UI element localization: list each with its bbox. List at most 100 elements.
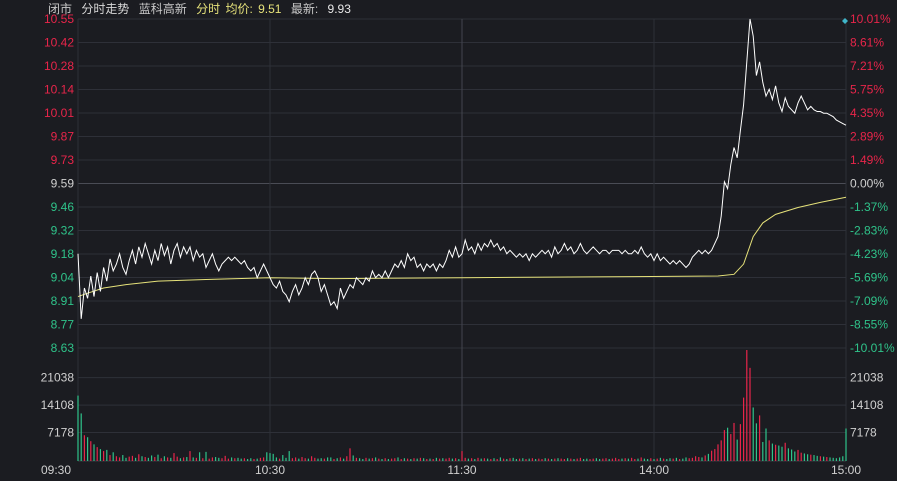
volume-bar xyxy=(720,440,722,461)
volume-bar xyxy=(259,457,261,461)
price-tick-label: 9.59 xyxy=(51,177,75,191)
time-axis: 09:30 10:30 11:30 14:00 15:00 xyxy=(41,463,861,477)
volume-bar xyxy=(659,457,661,461)
volume-bar xyxy=(653,459,655,461)
volume-bar xyxy=(573,459,575,461)
percent-tick-label: -10.01% xyxy=(850,341,895,355)
volume-bar xyxy=(739,424,741,461)
percent-axis: 10.01% 8.61% 7.21% 5.75% 4.35% 2.89% 1.49% 0.00… xyxy=(850,12,895,355)
volume-bar xyxy=(275,457,277,461)
volume-bar xyxy=(115,456,117,461)
volume-bar xyxy=(515,459,517,461)
volume-bar xyxy=(522,458,524,461)
volume-bar xyxy=(647,459,649,461)
volume-bar xyxy=(727,427,729,461)
volume-bar xyxy=(640,457,642,461)
percent-tick-label: 4.35% xyxy=(850,106,884,120)
volume-bar xyxy=(765,428,767,461)
volume-bar xyxy=(547,458,549,461)
volume-bar xyxy=(208,458,210,461)
volume-bar xyxy=(474,459,476,461)
price-tick-label: 8.77 xyxy=(51,318,75,332)
volume-bar xyxy=(627,458,629,461)
volume-bar xyxy=(778,445,780,461)
volume-bar xyxy=(611,458,613,461)
volume-bar xyxy=(775,444,777,461)
volume-bar xyxy=(752,407,754,461)
volume-bar xyxy=(320,458,322,461)
volume-bar xyxy=(496,459,498,461)
volume-bar xyxy=(733,422,735,461)
volume-bar xyxy=(663,458,665,461)
volume-bar xyxy=(384,458,386,461)
volume-bar xyxy=(448,457,450,461)
volume-bar xyxy=(106,449,108,461)
time-tick-label: 11:30 xyxy=(447,463,476,477)
percent-tick-label: 10.01% xyxy=(850,12,891,26)
volume-bar xyxy=(93,444,95,461)
volume-bar xyxy=(679,459,681,461)
volume-bar xyxy=(835,458,837,461)
price-axis: 10.55 10.42 10.28 10.14 10.01 9.87 9.73 9.59 9.4… xyxy=(44,12,74,355)
volume-bar xyxy=(186,457,188,461)
volume-bar xyxy=(355,457,357,461)
volume-bar xyxy=(829,457,831,461)
volume-bar xyxy=(736,439,738,461)
volume-bar xyxy=(138,454,140,461)
volume-bar xyxy=(141,456,143,461)
tab-intraday[interactable]: 分时走势 xyxy=(81,2,130,16)
volume-bar xyxy=(695,456,697,461)
volume-bar xyxy=(157,454,159,461)
volume-bar xyxy=(375,457,377,461)
volume-bar xyxy=(339,457,341,461)
price-tick-label: 9.73 xyxy=(51,153,75,167)
price-tick-label: 10.01 xyxy=(44,106,74,120)
volume-axis: 21038 21038 14108 14108 7178 7178 xyxy=(41,371,884,440)
volume-bar xyxy=(352,455,354,461)
avg-price-value: 9.51 xyxy=(258,2,282,16)
volume-bar xyxy=(672,458,674,461)
volume-bar xyxy=(144,457,146,461)
volume-bar xyxy=(525,459,527,461)
percent-tick-label: 7.21% xyxy=(850,59,884,73)
percent-tick-label: 8.61% xyxy=(850,36,884,50)
volume-bar xyxy=(541,459,543,461)
volume-bar xyxy=(730,434,732,461)
volume-bar xyxy=(234,458,236,461)
volume-bar xyxy=(122,455,124,461)
volume-bar xyxy=(119,457,121,461)
volume-bar xyxy=(499,457,501,461)
volume-bar xyxy=(112,452,114,461)
volume-bar xyxy=(282,455,284,461)
latest-label: 最新: xyxy=(290,2,319,16)
volume-bar xyxy=(205,451,207,461)
volume-bar xyxy=(544,458,546,461)
volume-bar xyxy=(378,458,380,461)
volume-bar xyxy=(749,367,751,461)
volume-bar xyxy=(445,458,447,461)
volume-bar xyxy=(291,458,293,461)
volume-bar xyxy=(634,459,636,461)
volume-bar xyxy=(595,458,597,461)
average-price-line xyxy=(77,196,847,298)
volume-bar xyxy=(615,457,617,461)
volume-bar xyxy=(221,458,223,461)
volume-bar xyxy=(426,459,428,461)
volume-bar xyxy=(691,457,693,461)
volume-bar xyxy=(586,458,588,461)
volume-bar xyxy=(755,423,757,461)
volume-bar xyxy=(480,458,482,461)
price-tick-label: 8.91 xyxy=(51,294,75,308)
volume-bar xyxy=(199,452,201,461)
volume-bar xyxy=(819,456,821,461)
volume-bar xyxy=(170,457,172,461)
volume-bar xyxy=(301,457,303,461)
volume-bar xyxy=(419,457,421,461)
volume-bar xyxy=(563,459,565,461)
volume-bar xyxy=(285,457,287,461)
volume-bar xyxy=(832,457,834,461)
volume-bar xyxy=(394,458,396,461)
volume-bar xyxy=(362,459,364,461)
percent-tick-label: 2.89% xyxy=(850,130,884,144)
